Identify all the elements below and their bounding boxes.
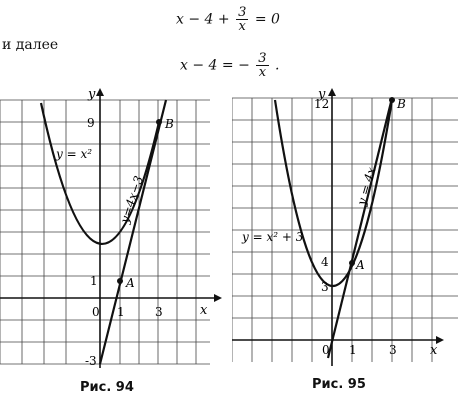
equation-1: x − 4 + 3 x = 0 xyxy=(176,6,280,33)
fig95-grid xyxy=(232,97,458,362)
fig94-point-a xyxy=(117,278,123,284)
fig94-tick-0: 0 xyxy=(92,305,100,319)
fig95-axes xyxy=(232,94,436,366)
fig94-y-label: y xyxy=(87,88,96,102)
fig95-tick-y12: 12 xyxy=(314,97,329,111)
fig94-tick-y1: 1 xyxy=(90,274,98,288)
fig95-point-a xyxy=(349,260,355,266)
fig95-parabola-label: y = x² + 3 xyxy=(241,230,304,244)
fig94-grid xyxy=(0,99,210,365)
fig94-axes xyxy=(0,94,214,368)
equation-1-denominator: x xyxy=(238,19,246,34)
equation-2-lhs: x − 4 = − xyxy=(180,57,250,74)
equation-1-lhs: x − 4 + xyxy=(176,11,230,28)
figure-94: y x 0 1 3 1 9 -3 A B y = x² y=4x−3 xyxy=(0,88,222,368)
fig94-line xyxy=(98,99,168,365)
fig94-parabola xyxy=(39,102,161,245)
equation-1-rhs: = 0 xyxy=(254,11,280,28)
fig95-y-label: y xyxy=(317,88,326,102)
fig95-tick-y4: 4 xyxy=(321,255,329,269)
fig95-label-b: B xyxy=(396,97,406,111)
equation-1-fraction: 3 x xyxy=(236,5,249,34)
fig94-tick-ym3: -3 xyxy=(85,354,97,368)
fig95-label-a: A xyxy=(355,258,365,272)
fig94-parabola-label: y = x² xyxy=(55,147,92,161)
fig94-point-b xyxy=(156,119,162,125)
fig94-tick-y9: 9 xyxy=(87,116,95,130)
fig95-point-b xyxy=(389,97,395,103)
text-and-further: и далее xyxy=(2,37,59,53)
figure-95: y x 0 1 3 3 4 12 A B y = x² + 3 y = 4x xyxy=(232,88,458,366)
fig95-line xyxy=(326,97,394,359)
fig95-caption: Рис. 95 xyxy=(312,377,366,392)
fig94-label-b: B xyxy=(164,117,174,131)
fig95-x-label: x xyxy=(430,343,438,358)
fig95-tick-y3: 3 xyxy=(321,280,329,294)
fig94-x-label: x xyxy=(200,303,208,318)
equation-2-fraction: 3 x xyxy=(256,51,269,80)
fig94-caption: Рис. 94 xyxy=(80,380,134,395)
fig94-y-arrow xyxy=(96,88,104,96)
fig95-parabola xyxy=(273,99,394,288)
fig95-x-arrow xyxy=(436,336,444,344)
fig94-tick-x3: 3 xyxy=(155,305,163,319)
fig95-tick-0: 0 xyxy=(322,343,330,357)
equation-2-denominator: x xyxy=(258,65,267,80)
equation-2-numerator: 3 xyxy=(256,51,269,66)
fig95-tick-x3: 3 xyxy=(389,343,397,357)
equation-2: x − 4 = − 3 x . xyxy=(180,52,279,79)
fig94-x-arrow xyxy=(214,294,222,302)
equation-2-rhs: . xyxy=(274,57,280,74)
equation-1-numerator: 3 xyxy=(236,5,249,20)
fig95-tick-x1: 1 xyxy=(349,343,357,357)
fig94-label-a: A xyxy=(125,276,135,290)
fig95-y-arrow xyxy=(328,88,336,96)
fig94-tick-x1: 1 xyxy=(117,305,125,319)
